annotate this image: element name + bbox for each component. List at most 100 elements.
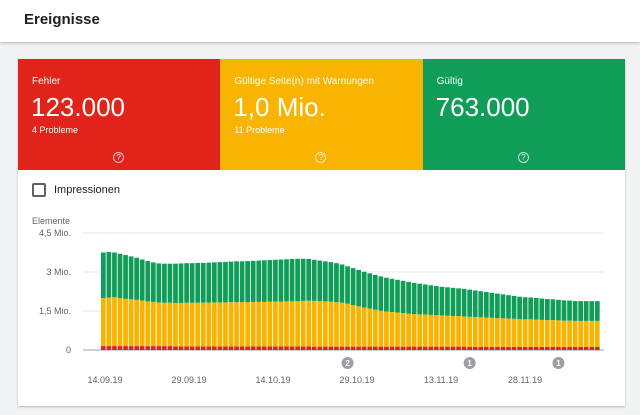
bar-segment: [206, 346, 212, 350]
stacked-bar-chart: Elemente 0 1,5 Mio. 3 Mio. 4,5 Mio. 14.09.19 2…: [32, 216, 604, 385]
bar-segment: [112, 346, 117, 350]
bar-segment: [361, 346, 367, 350]
bar-segment: [217, 302, 223, 347]
bar-segment: [267, 346, 273, 350]
bar-segment: [417, 314, 423, 347]
bar-segment: [539, 298, 545, 320]
bar-segment: [178, 263, 184, 303]
bar-segment: [406, 281, 411, 314]
tile-value: 123.000: [31, 92, 125, 122]
tile-errors[interactable]: Fehler 123.000 4 Probleme ?: [18, 59, 221, 170]
bar-segment: [245, 346, 250, 350]
help-icon[interactable]: ?: [113, 152, 125, 163]
help-icon[interactable]: ?: [517, 152, 529, 163]
x-tick-label: 28.11.19: [508, 375, 542, 385]
bar-segment: [445, 346, 450, 350]
bar-segment: [445, 287, 450, 316]
bar-segment: [239, 261, 245, 303]
status-tiles: Fehler 123.000 4 Probleme ? Gültige Seit…: [18, 59, 625, 170]
bar-segment: [328, 262, 334, 302]
bar-segment: [378, 346, 384, 350]
bar-segment: [106, 297, 112, 347]
bar-segment: [594, 301, 600, 321]
bar-segment: [367, 308, 373, 347]
bar-segment: [422, 314, 428, 347]
bar-segment: [112, 297, 117, 347]
bar-segment: [384, 277, 389, 312]
bar-segment: [123, 255, 128, 299]
bar-segment: [561, 346, 567, 350]
bar-segment: [345, 266, 350, 304]
bar-segment: [250, 301, 256, 347]
bar-segment: [162, 263, 167, 303]
bar-segment: [461, 346, 467, 350]
bar-segment: [206, 302, 212, 347]
annotation-label: 1: [556, 359, 561, 368]
bar-segment: [195, 302, 201, 347]
bar-segment: [295, 258, 300, 302]
tile-label: Gültige Seite(n) mit Warnungen: [234, 76, 375, 87]
bar-segment: [578, 346, 583, 350]
annotation-label: 1: [467, 359, 472, 368]
bar-segment: [189, 263, 195, 303]
bar-segment: [150, 262, 156, 302]
bar-segment: [212, 262, 217, 303]
bar-segment: [517, 346, 522, 350]
help-icon[interactable]: ?: [315, 152, 327, 163]
bar-segment: [517, 319, 522, 347]
bar-segment: [289, 301, 295, 347]
bar-segment: [300, 346, 306, 350]
bar-segment: [511, 295, 517, 319]
tile-valid-with-warnings[interactable]: Gültige Seite(n) mit Warnungen 1,0 Mio. …: [220, 59, 423, 170]
bar-segment: [467, 316, 472, 347]
bar-segment: [434, 286, 439, 316]
bar-segment: [400, 280, 406, 314]
bar-segment: [139, 300, 145, 347]
bar-segment: [372, 346, 378, 350]
coverage-card: Fehler 123.000 4 Probleme ? Gültige Seit…: [18, 59, 625, 406]
bar-segment: [245, 261, 250, 303]
bar-segment: [128, 299, 134, 347]
bar-segment: [500, 346, 506, 350]
bar-segment: [456, 316, 461, 347]
impressions-checkbox[interactable]: [32, 183, 46, 197]
bar-segment: [145, 301, 151, 347]
bar-segment: [284, 301, 289, 347]
bar-segment: [178, 302, 184, 347]
bar-segment: [284, 346, 289, 350]
bar-segment: [156, 346, 162, 350]
bar-segment: [578, 320, 583, 347]
bar-segment: [212, 302, 217, 347]
bar-segment: [583, 346, 589, 350]
bar-segment: [306, 346, 312, 350]
bar-segment: [300, 300, 306, 347]
bar-segment: [200, 346, 206, 350]
bar-segment: [434, 315, 439, 347]
bar-segment: [256, 301, 262, 347]
bar-segment: [450, 287, 456, 316]
bar-segment: [178, 346, 184, 350]
bar-segment: [506, 318, 511, 347]
bar-segment: [200, 302, 206, 347]
bar-segment: [378, 276, 384, 311]
x-tick-label: 13.11.19: [424, 375, 458, 385]
bar-segment: [495, 318, 500, 347]
tile-label: Gültig: [436, 76, 463, 87]
bar-segment: [334, 263, 339, 303]
bar-segment: [334, 346, 339, 350]
bar-segment: [128, 346, 134, 350]
bar-segment: [361, 271, 367, 308]
bar-segment: [328, 346, 334, 350]
bar-segment: [550, 320, 556, 347]
bar-segment: [223, 346, 228, 350]
bar-segment: [189, 346, 195, 350]
bar-segment: [417, 346, 423, 350]
impressions-label: Impressionen: [54, 184, 121, 196]
bar-segment: [228, 346, 234, 350]
tile-valid[interactable]: Gültig 763.000 ?: [422, 59, 625, 170]
bar-segment: [439, 286, 445, 316]
annotation-marker: [552, 357, 565, 369]
impressions-toggle[interactable]: Impressionen: [32, 181, 120, 199]
y-axis-title: Elemente: [32, 216, 70, 226]
bar-segment: [261, 260, 267, 302]
